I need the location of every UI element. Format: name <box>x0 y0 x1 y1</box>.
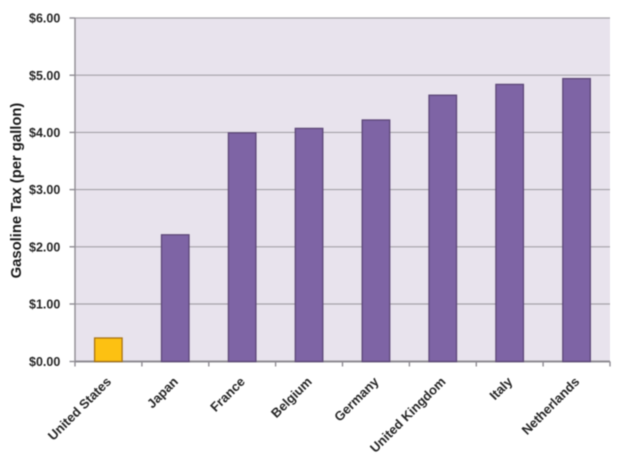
svg-text:$6.00: $6.00 <box>29 12 60 26</box>
svg-text:$4.00: $4.00 <box>29 126 60 140</box>
svg-text:Belgium: Belgium <box>268 374 315 421</box>
svg-text:Netherlands: Netherlands <box>519 374 583 438</box>
svg-text:France: France <box>207 374 248 415</box>
svg-text:Germany: Germany <box>331 373 382 424</box>
svg-text:$1.00: $1.00 <box>29 298 60 312</box>
svg-text:$2.00: $2.00 <box>29 240 60 254</box>
svg-text:Japan: Japan <box>144 374 181 411</box>
svg-text:Italy: Italy <box>486 373 516 403</box>
svg-text:United States: United States <box>45 374 114 443</box>
svg-text:Gasoline Tax (per gallon): Gasoline Tax (per gallon) <box>9 103 25 279</box>
svg-text:$5.00: $5.00 <box>29 69 60 83</box>
svg-text:$3.00: $3.00 <box>29 183 60 197</box>
svg-text:$0.00: $0.00 <box>29 355 60 369</box>
